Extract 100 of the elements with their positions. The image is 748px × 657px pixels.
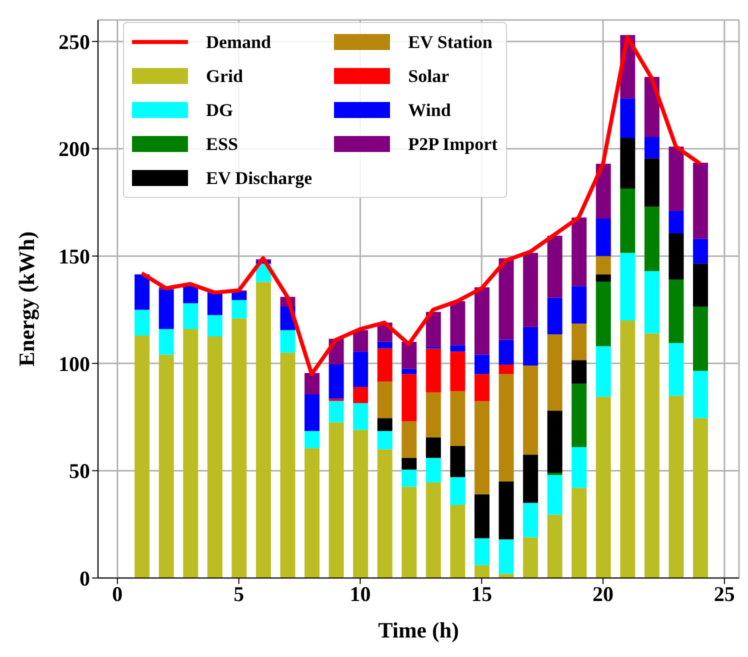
bar [572,384,587,448]
bar [207,315,222,337]
bar [523,252,538,327]
bar [596,346,611,397]
bar [620,320,636,578]
bar [353,330,368,352]
bar [547,334,562,411]
bar [207,336,222,578]
bar [572,447,587,488]
bar [572,286,587,324]
bar [644,333,660,578]
y-tick-label: 100 [58,352,90,376]
x-tick-label: 15 [471,582,492,606]
bar [498,539,514,574]
bar [377,430,392,450]
bar [523,366,538,455]
bar [474,565,490,578]
bar [498,258,514,340]
legend-label: ESS [206,134,238,154]
bar [668,211,684,234]
bar [523,537,538,578]
bar [426,458,441,482]
bar [693,306,708,371]
x-tick-label: 0 [112,582,123,606]
bar [547,514,562,578]
bar [377,348,392,382]
bar [402,421,417,458]
bar [547,236,562,298]
bar [693,418,708,578]
bar [232,300,247,318]
bar [353,430,368,578]
bar [304,448,320,578]
y-tick-label: 200 [58,137,90,162]
bar [328,400,344,422]
x-tick-label: 10 [350,582,371,606]
bar [620,188,636,253]
bar [304,394,320,431]
bar [426,392,441,438]
bar [280,330,296,353]
bar [134,274,150,310]
y-tick-label: 0 [80,566,90,590]
bar [547,298,562,334]
bar [304,430,320,448]
bar [498,481,514,540]
bar [547,474,562,515]
bar [668,146,684,212]
bar [644,206,660,272]
bar [498,374,514,482]
bar [693,264,708,307]
y-tick-label: 150 [58,244,90,269]
legend-label: DG [206,100,233,120]
legend-label: Demand [206,32,272,52]
bar [426,348,441,392]
bar [402,374,417,422]
legend-label: Solar [408,66,450,86]
y-axis-title: Energy (kWh) [14,231,39,367]
bar [426,482,441,578]
bar [693,162,708,239]
bar [474,538,490,566]
bar [474,287,490,355]
bar [402,368,417,374]
bar [668,396,684,578]
bar [377,449,392,578]
bar [547,410,562,473]
legend-label: EV Discharge [206,168,312,188]
bar [572,217,587,286]
bar [596,282,611,346]
bar [402,486,417,578]
legend-label: EV Station [408,32,492,52]
bar [668,280,684,343]
bar [158,354,174,578]
bar [328,364,344,399]
bar [232,318,247,578]
legend-label: P2P Import [408,134,498,154]
bar [572,488,587,578]
bar [232,291,247,300]
bar [620,138,636,188]
bar [572,324,587,360]
bar [134,335,150,578]
x-tick-label: 20 [592,582,614,606]
bar [450,391,466,446]
bar [450,352,466,392]
bar [596,256,611,274]
legend-label: Wind [408,100,451,120]
bar [450,477,466,506]
bar [572,360,587,384]
bar [207,292,222,316]
bar [498,364,514,374]
bar [620,252,636,320]
bar [474,494,490,538]
bar [693,370,708,418]
bar [644,271,660,334]
bar [596,164,611,219]
bar [668,342,684,396]
bar [450,345,466,352]
bar [183,329,198,578]
y-tick-label: 50 [69,459,90,484]
legend-label: Grid [206,66,244,86]
bar [668,234,684,280]
bar [328,422,344,578]
